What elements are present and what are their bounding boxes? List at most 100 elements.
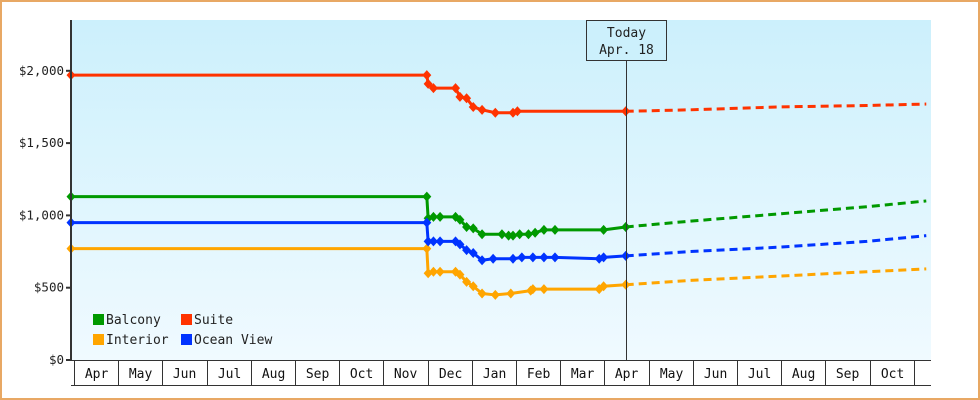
- forecast-line: [625, 102, 927, 113]
- legend-label: Balcony: [106, 313, 161, 328]
- series-balcony: [66, 191, 927, 241]
- data-point[interactable]: [512, 106, 522, 117]
- y-tick-label: $2,000: [19, 63, 64, 78]
- x-month-label: Apr: [615, 367, 639, 382]
- series-suite: [66, 70, 927, 118]
- data-point[interactable]: [428, 266, 438, 277]
- data-point[interactable]: [508, 253, 518, 264]
- x-month-label: Jun: [704, 367, 727, 382]
- x-axis: Apr May Jun Jul Aug Sep Oct Nov Dec Jan Feb Mar Apr M…: [71, 360, 931, 386]
- data-point[interactable]: [468, 247, 478, 258]
- data-point[interactable]: [508, 230, 518, 241]
- x-month-label: Sep: [306, 367, 330, 382]
- data-point[interactable]: [488, 253, 498, 264]
- data-point[interactable]: [435, 211, 445, 222]
- x-month-label: Aug: [262, 367, 285, 382]
- legend-swatch: [181, 334, 192, 345]
- data-point[interactable]: [477, 229, 487, 240]
- data-point[interactable]: [477, 104, 487, 115]
- today-date: Apr. 18: [599, 43, 654, 58]
- y-tick-label: $0: [49, 352, 64, 367]
- legend-item-ocean-view[interactable]: Ocean View: [181, 333, 272, 348]
- data-point[interactable]: [621, 106, 631, 117]
- data-point[interactable]: [477, 255, 487, 266]
- data-point[interactable]: [539, 284, 549, 295]
- legend-label: Ocean View: [194, 333, 272, 348]
- data-point[interactable]: [422, 191, 432, 202]
- data-point[interactable]: [539, 252, 549, 263]
- data-point[interactable]: [462, 221, 472, 232]
- data-point[interactable]: [451, 83, 461, 94]
- data-point[interactable]: [550, 252, 560, 263]
- x-month-label: May: [660, 367, 684, 382]
- data-point[interactable]: [621, 221, 631, 232]
- data-point[interactable]: [455, 239, 465, 250]
- data-point[interactable]: [599, 224, 609, 235]
- data-point[interactable]: [455, 91, 465, 102]
- data-point[interactable]: [423, 236, 433, 247]
- data-point[interactable]: [435, 236, 445, 247]
- x-month-label: Mar: [571, 367, 595, 382]
- x-month-label: Oct: [350, 367, 373, 382]
- data-point[interactable]: [621, 250, 631, 261]
- data-point[interactable]: [468, 223, 478, 234]
- x-month-label: Jan: [483, 367, 506, 382]
- data-point[interactable]: [599, 281, 609, 292]
- data-point[interactable]: [428, 83, 438, 94]
- x-month-label: Jun: [173, 367, 196, 382]
- data-point[interactable]: [428, 236, 438, 247]
- forecast-line: [625, 199, 927, 229]
- x-month-label: Oct: [881, 367, 904, 382]
- data-point[interactable]: [490, 289, 500, 300]
- legend-item-suite[interactable]: Suite: [181, 313, 233, 328]
- data-point[interactable]: [455, 214, 465, 225]
- data-point[interactable]: [528, 284, 538, 295]
- y-axis: $0 $500 $1,000 $1,500 $2,000: [19, 20, 72, 367]
- x-month-label: May: [129, 367, 153, 382]
- legend-swatch: [93, 314, 104, 325]
- data-point[interactable]: [550, 224, 560, 235]
- plot-area: [71, 20, 931, 360]
- data-point[interactable]: [468, 101, 478, 112]
- data-point[interactable]: [455, 269, 465, 280]
- data-point[interactable]: [530, 227, 540, 238]
- data-point[interactable]: [422, 70, 432, 81]
- today-marker: Today Apr. 18: [586, 20, 667, 360]
- data-point[interactable]: [477, 288, 487, 299]
- legend-item-balcony[interactable]: Balcony: [93, 313, 161, 328]
- data-point[interactable]: [462, 93, 472, 104]
- data-point[interactable]: [599, 252, 609, 263]
- series-layer: [66, 70, 927, 300]
- legend-item-interior[interactable]: Interior: [93, 333, 169, 348]
- data-point[interactable]: [517, 252, 527, 263]
- x-month-label: Apr: [85, 367, 109, 382]
- x-month-label: Feb: [527, 367, 551, 382]
- data-point[interactable]: [435, 266, 445, 277]
- data-point[interactable]: [523, 229, 533, 240]
- data-point[interactable]: [422, 243, 432, 254]
- y-tick-label: $1,000: [19, 207, 64, 222]
- legend-label: Suite: [194, 313, 233, 328]
- data-point[interactable]: [515, 229, 525, 240]
- data-point[interactable]: [462, 245, 472, 256]
- y-tick-label: $500: [34, 280, 64, 295]
- data-point[interactable]: [506, 288, 516, 299]
- today-label: Today: [607, 26, 646, 41]
- data-point[interactable]: [497, 229, 507, 240]
- data-point[interactable]: [462, 276, 472, 287]
- legend: Balcony Suite Interior Ocean View: [93, 313, 272, 348]
- data-point[interactable]: [428, 211, 438, 222]
- x-month-label: Sep: [836, 367, 860, 382]
- data-point[interactable]: [468, 281, 478, 292]
- x-month-label: Aug: [792, 367, 815, 382]
- data-point[interactable]: [528, 252, 538, 263]
- forecast-line: [625, 234, 927, 258]
- data-point[interactable]: [621, 279, 631, 290]
- legend-swatch: [93, 334, 104, 345]
- data-point[interactable]: [490, 107, 500, 118]
- data-point[interactable]: [539, 224, 549, 235]
- data-point[interactable]: [423, 78, 433, 89]
- x-month-label: Dec: [439, 367, 462, 382]
- data-point[interactable]: [422, 217, 432, 228]
